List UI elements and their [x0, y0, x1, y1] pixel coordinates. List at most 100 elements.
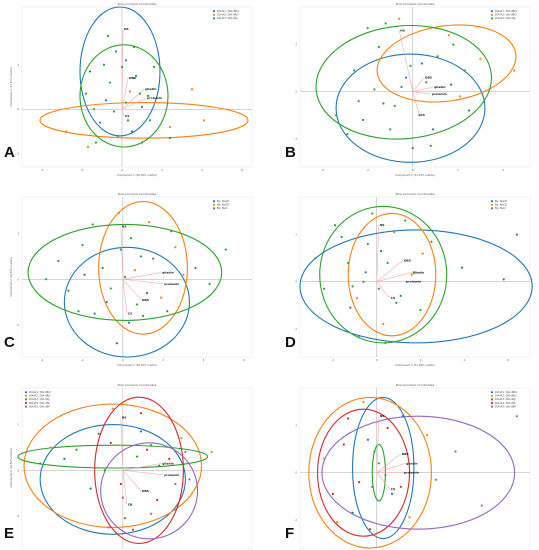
confidence-ellipse [376, 24, 517, 103]
panel-letter: A [4, 144, 15, 161]
data-point [57, 259, 60, 263]
data-point [408, 516, 411, 519]
data-point [447, 34, 450, 37]
data-point [382, 322, 385, 326]
loading-label: prolamin [406, 280, 421, 284]
data-point [49, 446, 52, 449]
legend-label: By: NuCD [217, 199, 229, 203]
loading-label: prolamin [404, 471, 419, 475]
data-point [382, 102, 385, 105]
confidence-ellipse [27, 223, 223, 321]
panel-b: B Row principal coordinates -4 -2 0 2 4 -2 0 2 Com… [285, 2, 531, 177]
loading-vector [121, 109, 125, 116]
x-tick-label: 2 [420, 358, 422, 362]
data-point [452, 43, 455, 46]
data-point [115, 342, 118, 345]
data-point [170, 230, 173, 233]
data-point [210, 450, 213, 454]
loading-vector [398, 30, 414, 92]
data-point [120, 65, 124, 69]
data-point [128, 90, 132, 93]
panel-letter: C [4, 334, 15, 351]
loading-label: CS [128, 312, 132, 316]
confidence-ellipse [98, 201, 188, 335]
data-point [347, 261, 350, 264]
loading-vector [376, 453, 401, 473]
data-point [366, 27, 369, 30]
loading-label: NS [122, 416, 127, 420]
data-point [166, 310, 169, 313]
y-tick-label: 0 [295, 471, 297, 475]
plot-title: Row principal coordinates [118, 383, 157, 387]
legend-marker [490, 10, 494, 13]
loading-vector [122, 463, 162, 471]
loading-label: DBS [142, 298, 149, 302]
data-point [146, 94, 150, 97]
data-point [390, 492, 394, 495]
x-tick-label: 0 [122, 358, 124, 362]
data-point [371, 485, 374, 488]
data-point [138, 92, 142, 95]
data-point [141, 314, 145, 317]
data-point [342, 443, 345, 446]
data-point [160, 296, 163, 299]
legend-marker [212, 203, 216, 206]
data-point [398, 17, 401, 20]
loading-label: CS [391, 296, 395, 300]
data-point [129, 237, 133, 240]
data-point [107, 526, 110, 529]
data-point [340, 235, 343, 239]
data-point [88, 70, 92, 73]
y-tick-label: 2 [17, 423, 19, 427]
data-point [103, 469, 106, 472]
plot-frame [21, 387, 253, 549]
loading-label: CS [421, 113, 425, 117]
confidence-ellipse [17, 444, 209, 469]
data-point [400, 85, 403, 89]
y-tick-label: 0 [17, 277, 19, 281]
data-point [139, 255, 143, 258]
data-point [334, 114, 338, 117]
legend-label: DIA-R2: DIA-dRO [495, 394, 516, 398]
data-point [148, 119, 152, 122]
confidence-ellipse [100, 442, 199, 540]
legend-label: DIA-R3: DIA-dGJ [217, 16, 238, 20]
data-point [449, 83, 453, 86]
x-tick-label: -4 [321, 168, 324, 172]
data-point [404, 219, 407, 222]
loading-label: NS [124, 27, 129, 31]
x-tick-label: -2 [332, 358, 335, 362]
data-point [384, 473, 387, 477]
data-point [502, 278, 505, 281]
legend-label: DIA-R5: DIA-dEP [29, 404, 50, 408]
data-point [351, 511, 354, 514]
y-tick-label: 2 [295, 424, 297, 428]
data-point [420, 62, 423, 65]
data-point [148, 221, 151, 224]
data-point [152, 65, 156, 69]
data-point [94, 141, 98, 144]
legend-label: DIA-R2: DIA-dRO [29, 394, 50, 398]
legend-marker [490, 405, 494, 408]
data-point [119, 482, 122, 486]
loading-vector [121, 97, 147, 110]
data-point [98, 121, 102, 124]
data-point [81, 243, 84, 247]
loading-label: DBS [129, 76, 136, 80]
data-point [139, 412, 143, 415]
y-tick-label: 2 [295, 233, 297, 237]
data-point [480, 504, 483, 507]
data-point [67, 289, 70, 292]
x-tick-label: 2 [457, 168, 459, 172]
legend-marker [490, 394, 494, 397]
data-point [460, 266, 464, 269]
data-point [366, 242, 370, 246]
data-point [131, 528, 135, 531]
x-tick-label: 4 [201, 168, 203, 172]
data-point [436, 55, 439, 58]
y-tick-label: 2 [17, 63, 19, 67]
confidence-ellipse [23, 403, 203, 528]
data-point [190, 88, 194, 91]
loading-vector [376, 416, 380, 473]
